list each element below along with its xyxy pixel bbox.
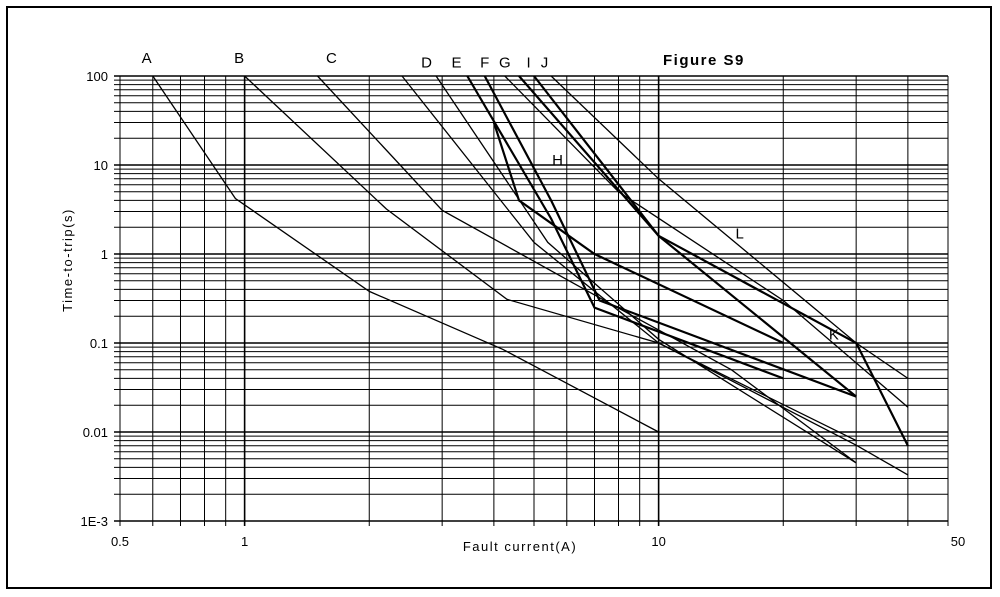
x-axis-title: Fault current(A) (463, 539, 577, 554)
curve-label-l: L (736, 225, 744, 242)
y-tick-label: 1E-3 (81, 514, 108, 529)
curve-label-a: A (142, 50, 152, 67)
curve-label-h: H (552, 152, 563, 169)
curve-label-k: K (829, 326, 839, 343)
y-tick-label: 0.01 (83, 425, 108, 440)
y-tick-label: 100 (86, 69, 108, 84)
series-d-line (401, 75, 909, 476)
series-g-line (483, 75, 857, 398)
curve-label-g: G (499, 54, 511, 71)
curve-label-d: D (421, 54, 432, 71)
y-axis-title: Time-to-trip(s) (60, 208, 75, 312)
curve-label-f: F (480, 54, 489, 71)
tick-labels: 100 10 1 0.1 0.01 1E-30.5 1 10 50 (81, 69, 966, 549)
y-tick-label: 1 (101, 247, 108, 262)
series-h-line (492, 122, 784, 344)
curve-label-j: J (541, 54, 549, 71)
chart-title: Figure S9 (663, 52, 745, 69)
series-k-line (533, 75, 857, 398)
x-tick-label: 1 (241, 534, 248, 549)
y-tick-label: 0.1 (90, 336, 108, 351)
series-i-line (504, 75, 909, 408)
y-tick-label: 10 (94, 158, 108, 173)
series-e-line (435, 75, 857, 464)
curve-labels: A B C D E F G I J H L K (142, 50, 839, 343)
series-a-line (152, 75, 659, 433)
x-tick-label: 50 (951, 534, 965, 549)
x-tick-label: 0.5 (111, 534, 129, 549)
series-j-line (518, 75, 909, 447)
series-b-line (244, 75, 857, 442)
x-tick-label: 10 (651, 534, 665, 549)
trip-curves (152, 75, 909, 476)
series-l-line (550, 75, 909, 379)
curve-label-e: E (452, 54, 462, 71)
curve-label-c: C (326, 50, 337, 67)
curve-label-i: I (526, 54, 530, 71)
series-f-line (466, 75, 784, 380)
curve-label-b: B (234, 50, 244, 67)
grid-lines (114, 75, 949, 526)
